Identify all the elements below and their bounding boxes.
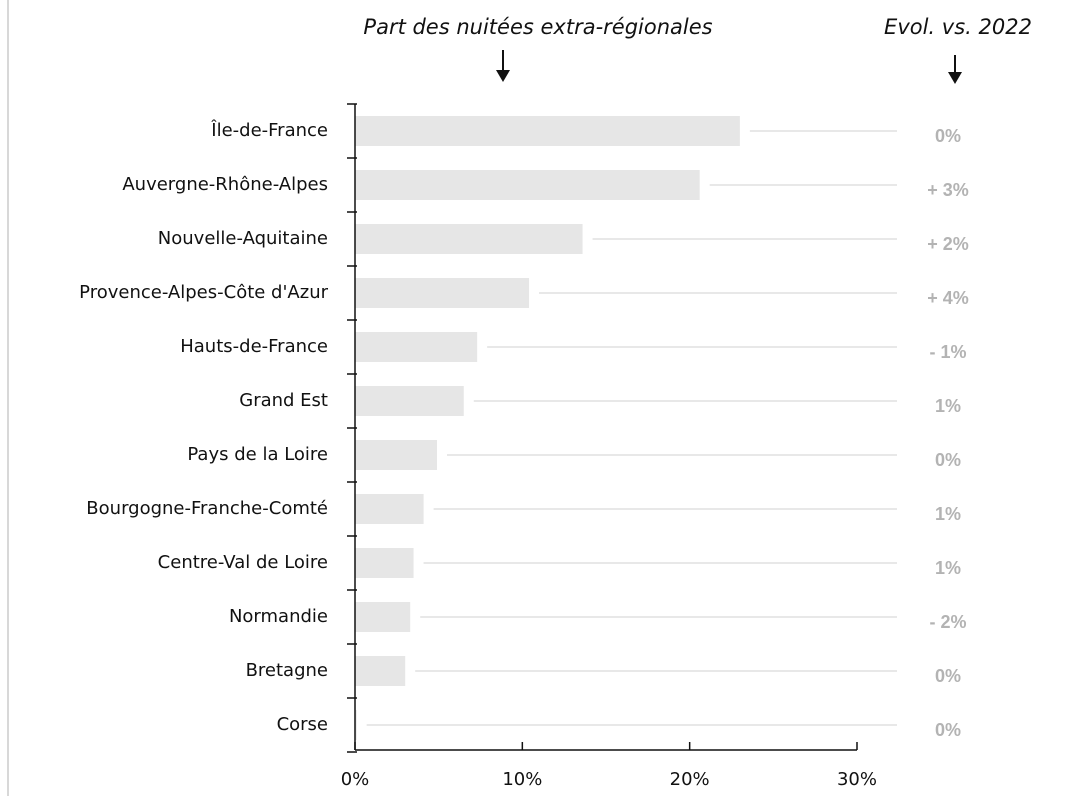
y-tick-label: Nouvelle-Aquitaine [158, 228, 328, 249]
evolution-label: 0% [935, 666, 961, 686]
bar [355, 278, 530, 308]
evolution-label: 0% [935, 720, 961, 740]
x-tick-label: 0% [341, 769, 370, 790]
bar [355, 710, 357, 740]
chart-title: Part des nuitées extra-régionales [363, 15, 712, 39]
evolution-title: Evol. vs. 2022 [884, 15, 1032, 39]
y-tick-label: Bourgogne-Franche-Comté [86, 498, 328, 519]
bar [355, 494, 424, 524]
bar [355, 602, 411, 632]
evolution-label: + 4% [927, 288, 969, 308]
y-tick-label: Centre-Val de Loire [158, 552, 328, 573]
bar [355, 656, 406, 686]
x-tick-label: 20% [670, 769, 710, 790]
y-tick-label: Bretagne [246, 660, 328, 681]
bar [355, 116, 740, 146]
bar [355, 170, 700, 200]
bar [355, 224, 583, 254]
y-tick-label: Île-de-France [210, 119, 328, 141]
y-tick-label: Normandie [229, 606, 328, 627]
evolution-label: 1% [935, 558, 961, 578]
evolution-label: + 2% [927, 234, 969, 254]
evolution-label: 1% [935, 504, 961, 524]
x-tick-label: 10% [502, 769, 542, 790]
arrow [496, 50, 962, 84]
y-tick-label: Auvergne-Rhône-Alpes [122, 174, 328, 195]
evolution-label: 1% [935, 396, 961, 416]
evolution-label: 0% [935, 126, 961, 146]
evolution-label: - 1% [929, 342, 966, 362]
y-tick-label: Provence-Alpes-Côte d'Azur [79, 282, 328, 303]
bar [355, 548, 414, 578]
evolution-label: 0% [935, 450, 961, 470]
y-tick-label: Pays de la Loire [187, 444, 328, 465]
bar [355, 440, 437, 470]
y-tick-label: Hauts-de-France [180, 336, 328, 357]
evolution-label: - 2% [929, 612, 966, 632]
y-tick-label: Grand Est [239, 390, 328, 411]
y-tick-label: Corse [277, 714, 328, 735]
evolution-label: + 3% [927, 180, 969, 200]
bar [355, 386, 464, 416]
bar [355, 332, 478, 362]
x-tick-label: 30% [837, 769, 877, 790]
